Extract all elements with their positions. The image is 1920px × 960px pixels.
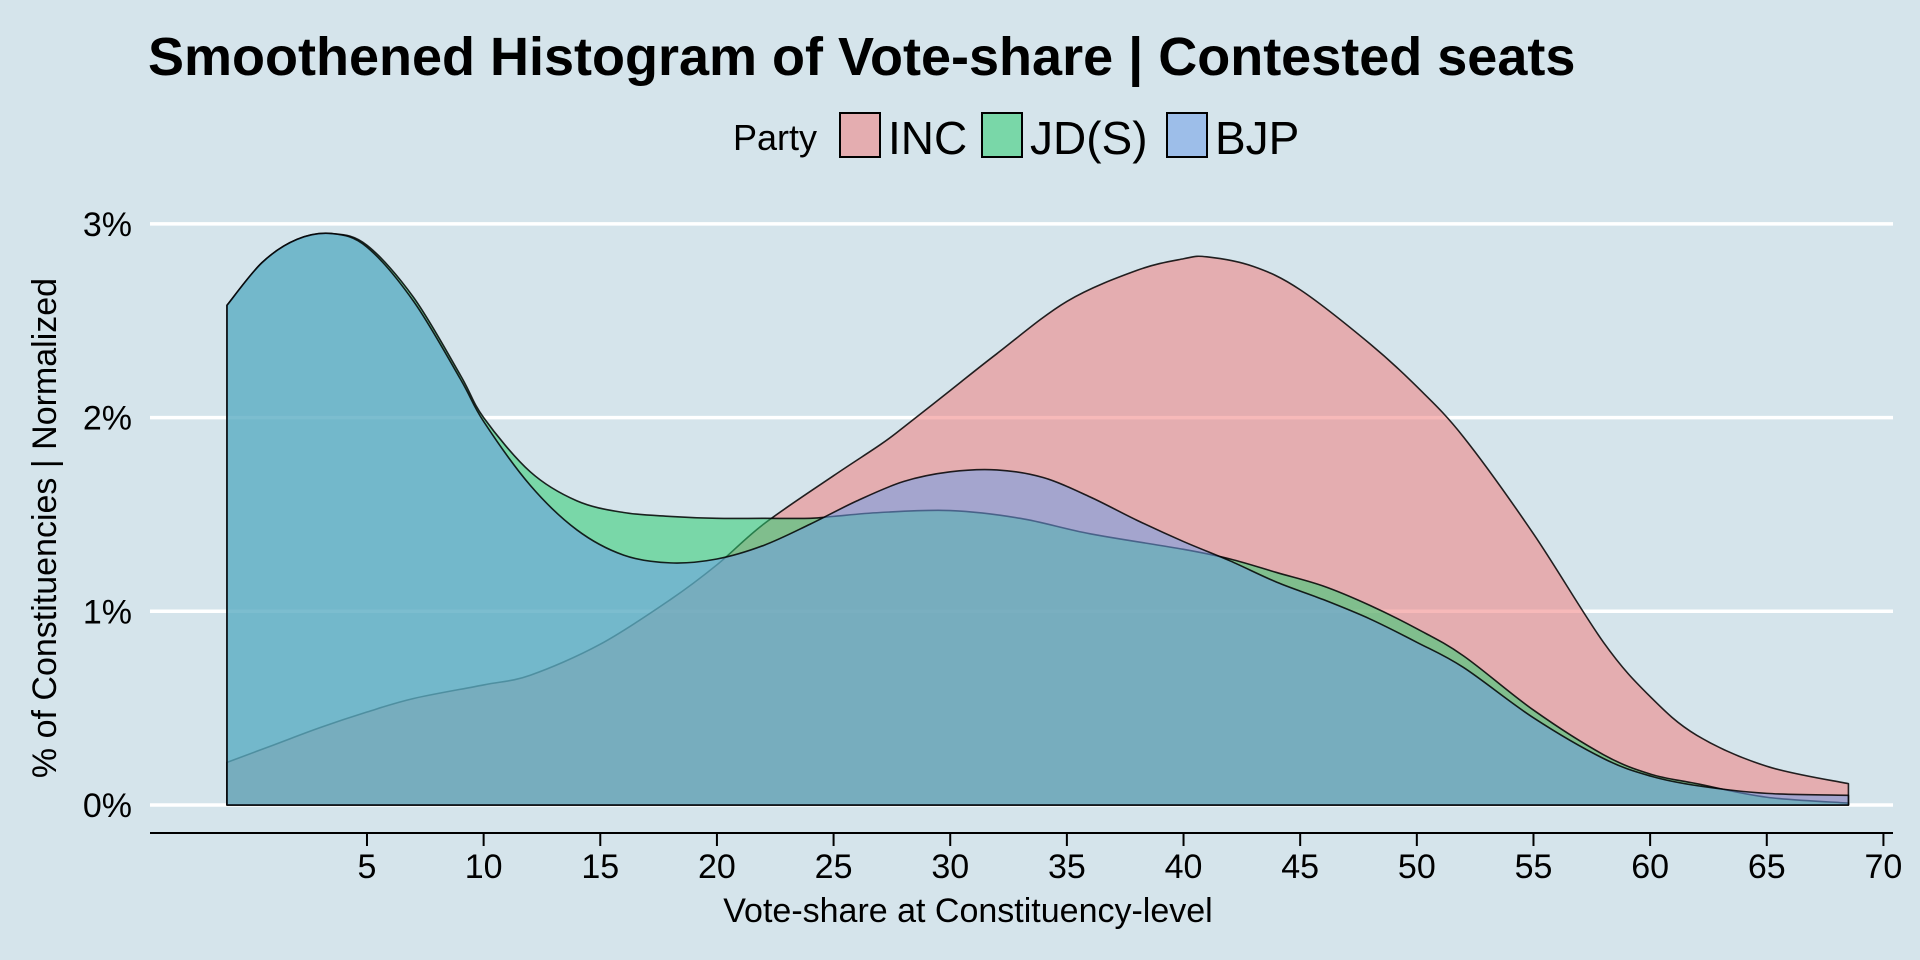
x-tick-labels: 5 10 15 20 25 30 35 40 45 50 55 60 65 70 [358,848,1903,886]
x-tick-label-20: 20 [698,848,736,886]
x-tick-label-10: 10 [465,848,503,886]
y-tick-label-1pct: 1% [83,593,132,631]
y-tick-label-3pct: 3% [83,206,132,244]
x-tick-label-50: 50 [1398,848,1436,886]
legend: Party INC JD(S) BJP [733,112,1299,164]
x-tick-label-70: 70 [1865,848,1903,886]
density-area-bjp [226,232,1850,806]
legend-swatch-jds [981,112,1023,158]
legend-swatch-inc [839,112,881,158]
legend-label-bjp: BJP [1215,112,1299,164]
legend-label-jds: JD(S) [1030,112,1148,164]
legend-items: INC JD(S) BJP [839,112,1299,164]
axes [150,832,1893,846]
x-axis-label: Vote-share at Constituency-level [723,892,1212,930]
y-axis-label: % of Constituencies | Normalized [26,278,64,778]
x-tick-label-40: 40 [1165,848,1203,886]
x-tick-label-5: 5 [358,848,377,886]
x-tick-label-65: 65 [1748,848,1786,886]
x-tick-label-45: 45 [1281,848,1319,886]
plot-areas [226,232,1850,806]
legend-title: Party [733,117,817,158]
legend-swatch-bjp [1166,112,1208,158]
x-tick-label-35: 35 [1048,848,1086,886]
y-tick-labels: 0% 1% 2% 3% [83,206,132,825]
x-tick-label-55: 55 [1515,848,1553,886]
y-tick-label-2pct: 2% [83,400,132,438]
x-tick-label-25: 25 [815,848,853,886]
x-tick-label-15: 15 [581,848,619,886]
chart-title: Smoothened Histogram of Vote-share | Con… [148,27,1575,88]
y-tick-label-0pct: 0% [83,787,132,825]
x-tick-label-60: 60 [1631,848,1669,886]
x-tick-label-30: 30 [931,848,969,886]
legend-label-inc: INC [888,112,967,164]
